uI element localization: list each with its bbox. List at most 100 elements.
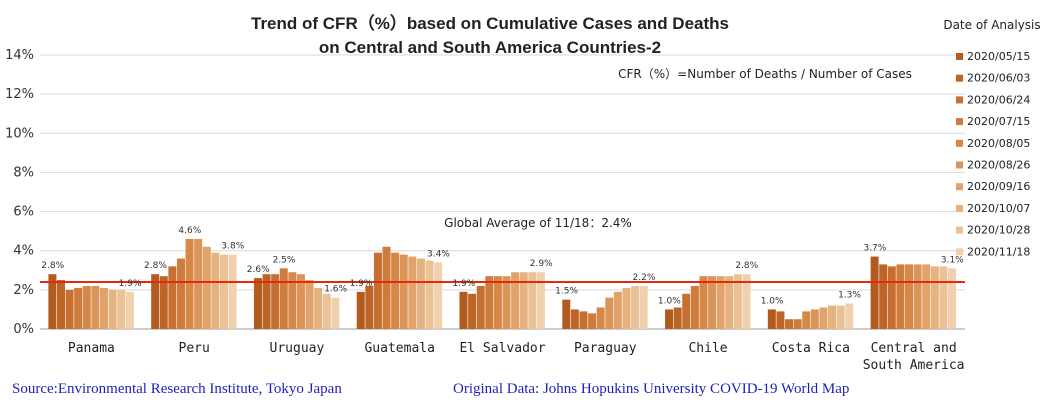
bar (511, 272, 520, 329)
legend-label: 2020/06/03 (967, 72, 1030, 85)
bar (922, 264, 931, 329)
data-label: 3.4% (427, 249, 450, 259)
category-label: Panama (68, 341, 115, 356)
bar (382, 246, 391, 329)
bar (194, 238, 203, 329)
data-label: 1.9% (119, 279, 142, 289)
bar (716, 276, 725, 329)
x-axis: Panama Peru Uruguay Guatemala El Salvador Par… (68, 341, 965, 373)
legend: 2020/05/15 2020/06/03 2020/06/24 2020/07/15… (956, 50, 1030, 258)
data-label: 4.6% (178, 226, 201, 236)
bar (65, 289, 74, 329)
bars (48, 238, 957, 329)
data-label: 2.2% (633, 273, 656, 283)
bar (314, 287, 323, 329)
bar (570, 309, 579, 329)
bar (219, 254, 228, 329)
bar (468, 293, 477, 329)
bar (905, 264, 914, 329)
bar (887, 266, 896, 329)
bar (176, 258, 185, 329)
bar (159, 276, 168, 329)
bar (793, 319, 802, 329)
bar (373, 252, 382, 329)
legend-swatch (956, 74, 963, 82)
bar (434, 262, 443, 329)
category-label: Peru (179, 341, 210, 356)
y-tick-label: 0% (13, 322, 34, 337)
bar (939, 266, 948, 329)
data-label: 3.8% (221, 242, 244, 252)
chart-title-line1: Trend of CFR（%）based on Cumulative Cases… (251, 13, 729, 33)
bar (896, 264, 905, 329)
bar (476, 285, 485, 329)
bar (845, 303, 854, 329)
data-label: 2.8% (41, 261, 64, 271)
data-label: 1.5% (555, 287, 578, 297)
category-label: Central and (871, 341, 957, 356)
bar (579, 311, 588, 329)
bar (631, 285, 640, 329)
y-tick-label: 4% (13, 244, 34, 259)
bar (228, 254, 237, 329)
bar (742, 274, 751, 329)
bar (288, 272, 297, 329)
bar (613, 291, 622, 329)
legend-swatch (956, 183, 963, 191)
bar (665, 309, 674, 329)
bar (253, 278, 262, 329)
bar (399, 254, 408, 329)
bar (48, 274, 57, 329)
legend-label: 2020/11/18 (967, 245, 1030, 258)
data-label: 1.9% (350, 279, 373, 289)
bar (416, 258, 425, 329)
data-label: 2.8% (144, 261, 167, 271)
data-label: 2.5% (273, 255, 296, 265)
bar (365, 285, 374, 329)
bar (588, 313, 597, 329)
legend-swatch (956, 118, 963, 126)
bar (879, 264, 888, 329)
bar (605, 297, 614, 329)
bar (802, 311, 811, 329)
data-label: 3.1% (941, 255, 964, 265)
bar (108, 289, 117, 329)
bar (682, 293, 691, 329)
bar (519, 272, 528, 329)
legend-swatch (956, 53, 963, 60)
bar (56, 280, 65, 329)
data-label: 1.9% (452, 279, 475, 289)
data-label: 3.7% (863, 244, 886, 254)
bar (279, 268, 288, 329)
data-labels: 2.8%1.9%2.8%4.6%3.8%2.6%2.5%1.6%1.9%3.4%… (41, 226, 964, 306)
category-label: Paraguay (574, 341, 637, 356)
bar (91, 285, 100, 329)
legend-label: 2020/07/15 (967, 115, 1030, 128)
bar (408, 256, 417, 329)
legend-label: 2020/08/05 (967, 137, 1030, 150)
data-label: 2.6% (247, 265, 270, 275)
legend-swatch (956, 96, 963, 104)
legend-label: 2020/10/07 (967, 202, 1030, 215)
bar (699, 276, 708, 329)
legend-swatch (956, 248, 963, 256)
bar (836, 305, 845, 329)
bar (202, 246, 211, 329)
bar (810, 309, 819, 329)
data-label: 1.0% (658, 296, 681, 306)
bar (913, 264, 922, 329)
bar (151, 274, 160, 329)
data-label: 1.6% (324, 285, 347, 295)
category-label: Uruguay (270, 341, 325, 356)
bar (117, 289, 126, 329)
source-text: Source:Environmental Research Institute,… (12, 381, 342, 397)
legend-swatch (956, 226, 963, 234)
y-tick-label: 8% (13, 165, 34, 180)
bar (562, 299, 571, 329)
y-tick-label: 14% (5, 48, 34, 63)
bar (528, 272, 537, 329)
y-tick-label: 6% (13, 205, 34, 220)
legend-swatch (956, 161, 963, 169)
legend-title: Date of Analysis (943, 18, 1040, 32)
bar (485, 276, 494, 329)
